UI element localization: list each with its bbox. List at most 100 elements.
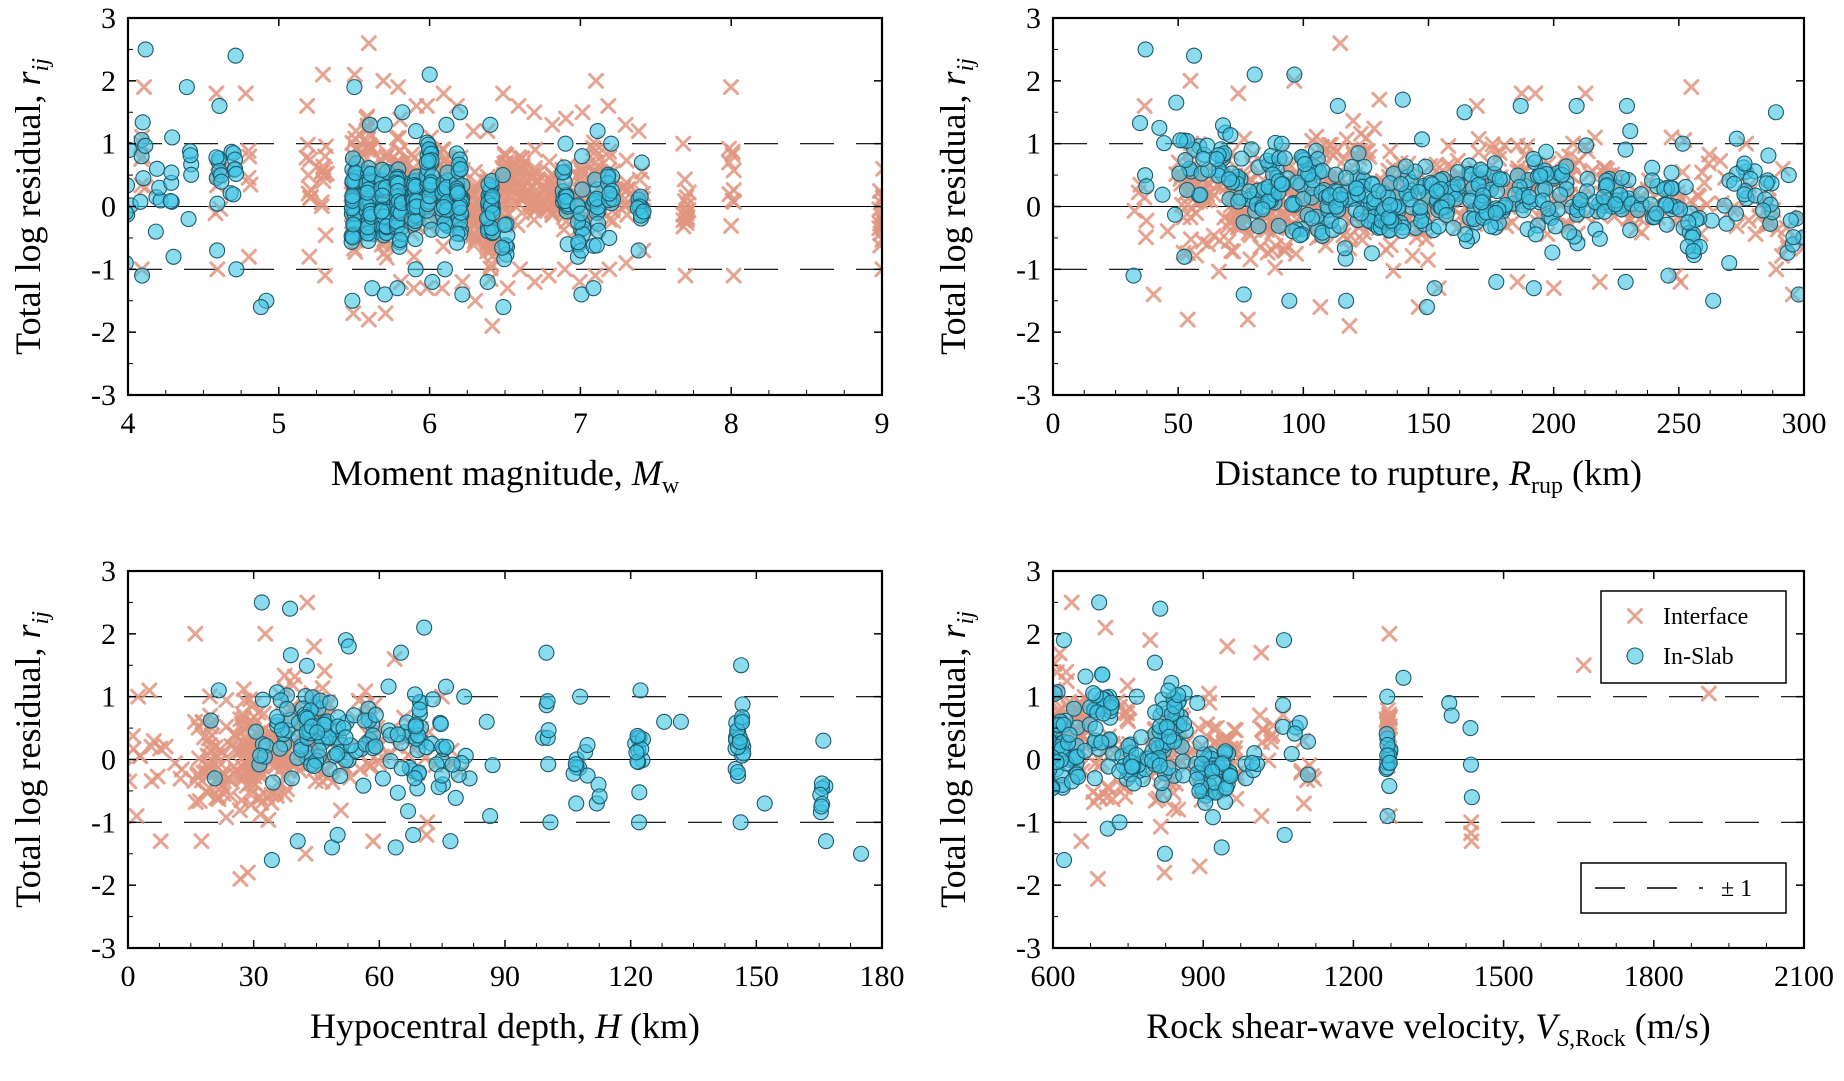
inslab-point <box>672 713 689 730</box>
interface-point <box>375 72 392 89</box>
interface-point <box>239 864 256 881</box>
inslab-point <box>1131 115 1149 132</box>
interface-point <box>317 227 334 244</box>
inslab-point <box>1572 191 1589 209</box>
inslab-point <box>1204 809 1221 826</box>
inslab-point <box>632 682 649 699</box>
y-tick-label: 0 <box>101 744 116 777</box>
series-in-slab <box>1053 594 1480 869</box>
inslab-point <box>434 767 451 784</box>
series-in-slab <box>128 41 652 316</box>
inslab-point <box>567 756 584 773</box>
inslab-point <box>1486 155 1503 172</box>
inslab-point <box>406 770 423 787</box>
interface-point <box>173 761 190 778</box>
x-tick-label: 5 <box>271 407 286 440</box>
inslab-point <box>329 745 346 762</box>
x-axis-label: Distance to rupture, Rrup (km) <box>1215 453 1642 499</box>
inslab-point <box>345 216 362 233</box>
inslab-point <box>1192 735 1209 752</box>
interface-point <box>405 280 422 297</box>
inslab-point <box>420 152 437 169</box>
inslab-point <box>1329 97 1346 115</box>
inslab-point <box>732 814 749 831</box>
interface-point <box>1385 262 1402 279</box>
inslab-point <box>1790 286 1804 303</box>
interface-point <box>525 189 542 206</box>
x-tick-label: 0 <box>121 960 136 993</box>
inslab-point <box>1222 768 1239 785</box>
inslab-point <box>380 678 397 695</box>
interface-point <box>1577 85 1594 102</box>
interface-point <box>1253 644 1270 661</box>
interface-point <box>618 182 635 199</box>
inslab-point <box>628 744 645 761</box>
inslab-point <box>254 691 271 708</box>
interface-point <box>1259 244 1276 261</box>
panel-bottom-right: -3 -2 -1 0 1 2 3 600 900 1200 1500 1800 2100 Rock she… <box>933 555 1834 1052</box>
y-tick-label: -3 <box>91 932 116 965</box>
inslab-point <box>389 726 406 743</box>
inslab-point <box>1472 161 1489 178</box>
inslab-point <box>1418 298 1436 316</box>
inslab-point <box>209 242 226 259</box>
interface-point <box>483 256 500 273</box>
inslab-point <box>361 116 378 133</box>
inslab-point <box>407 718 424 735</box>
inslab-point <box>164 129 181 146</box>
inslab-point <box>1348 180 1365 197</box>
inslab-point <box>1061 726 1078 743</box>
interface-point <box>240 248 257 265</box>
inslab-point <box>1456 104 1473 121</box>
interface-point <box>482 260 499 277</box>
inslab-point <box>178 79 195 96</box>
inslab-point <box>438 116 455 133</box>
interface-point <box>465 225 482 242</box>
inslab-point <box>1782 212 1799 229</box>
inslab-point <box>1230 193 1247 210</box>
interface-point <box>237 85 254 102</box>
inslab-point <box>1443 707 1460 724</box>
inslab-point <box>1727 205 1744 222</box>
inslab-point <box>400 803 417 820</box>
inslab-point <box>1111 814 1128 831</box>
inslab-point <box>322 694 339 711</box>
inslab-point <box>1379 807 1396 825</box>
x-tick-label: 300 <box>1782 407 1827 440</box>
x-tick-label: 200 <box>1531 407 1576 440</box>
x-tick-label: 250 <box>1656 407 1701 440</box>
legend-label: Interface <box>1663 604 1748 630</box>
inslab-point <box>1674 135 1691 152</box>
inslab-point <box>128 177 136 194</box>
interface-point <box>587 267 604 284</box>
interface-point <box>152 833 169 850</box>
interface-point <box>1463 825 1480 842</box>
inslab-point <box>482 116 499 133</box>
interface-point <box>149 768 166 785</box>
markers <box>1125 35 1804 334</box>
interface-point <box>1253 808 1270 825</box>
interface-point <box>255 705 272 722</box>
interface-point <box>131 748 148 765</box>
interface-point <box>526 104 543 121</box>
y-tick-label: -2 <box>1016 869 1041 902</box>
inslab-point <box>1482 218 1499 235</box>
inslab-point <box>629 727 646 744</box>
y-tick-label: 2 <box>101 65 116 98</box>
y-tick-label: 2 <box>101 618 116 651</box>
interface-point <box>276 786 293 803</box>
interface-point <box>218 809 235 826</box>
interface-point <box>1053 655 1063 672</box>
interface-point <box>574 104 591 121</box>
inslab-point <box>1644 172 1661 189</box>
inslab-point <box>389 784 406 801</box>
inslab-point <box>311 742 328 759</box>
x-tick-label: 30 <box>239 960 269 993</box>
panel-top-right: -3 -2 -1 0 1 2 3 0 50 100 150 200 250 300 Distance to … <box>933 2 1827 499</box>
y-tick-label: -1 <box>91 253 116 286</box>
interface-point <box>1199 716 1216 733</box>
inslab-point <box>601 185 618 202</box>
inslab-point <box>180 211 197 228</box>
interface-point <box>360 35 377 52</box>
interface-point <box>233 792 250 809</box>
